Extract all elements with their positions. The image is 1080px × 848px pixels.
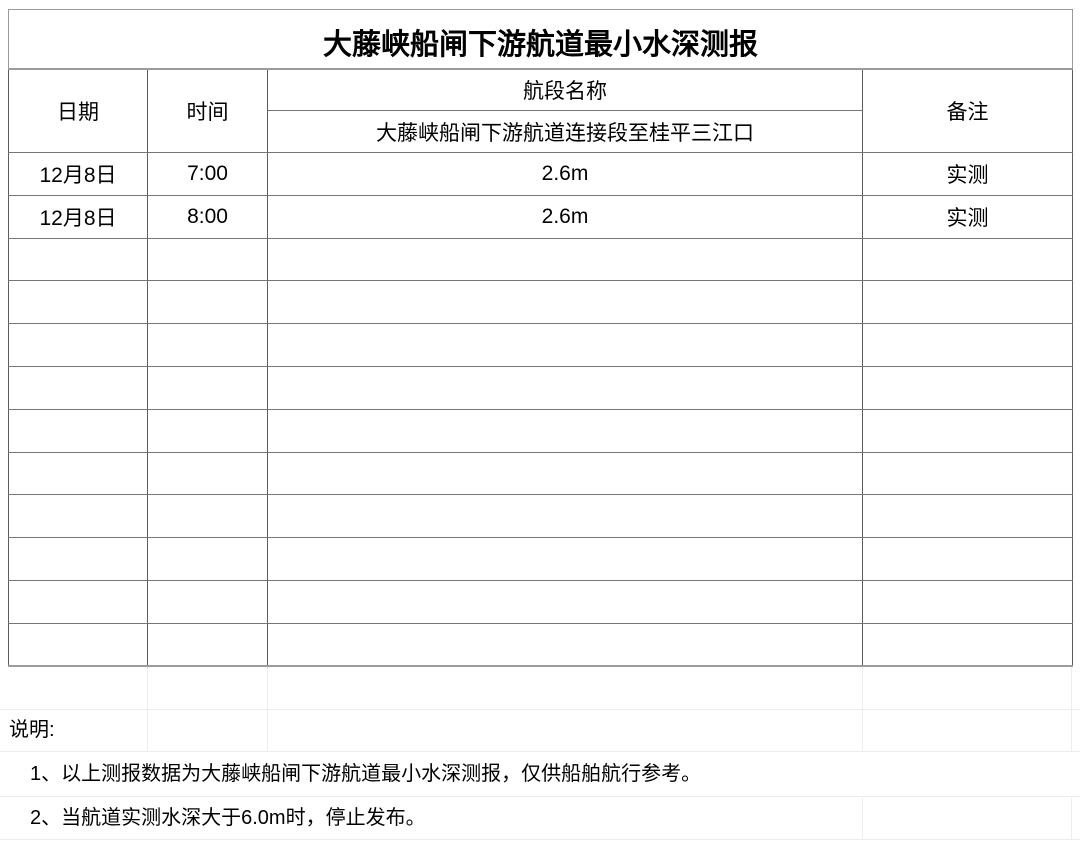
cell-time: 8:00 bbox=[147, 194, 268, 239]
cell-depth bbox=[267, 323, 863, 367]
cell-time bbox=[147, 451, 268, 496]
cell-time bbox=[147, 494, 268, 539]
cell-date bbox=[8, 451, 148, 496]
grid-line bbox=[862, 667, 863, 752]
cell-date bbox=[8, 280, 148, 325]
title-row: 大藤峡船闸下游航道最小水深测报 bbox=[7, 9, 1074, 70]
cell-depth bbox=[267, 622, 863, 668]
cell-depth bbox=[267, 494, 863, 539]
cell-remark bbox=[861, 537, 1074, 581]
cell-depth bbox=[267, 451, 863, 496]
cell-date bbox=[8, 579, 148, 624]
cell-time bbox=[147, 622, 268, 668]
cell-remark bbox=[861, 280, 1074, 325]
grid-line bbox=[267, 667, 268, 752]
page-title: 大藤峡船闸下游航道最小水深测报 bbox=[7, 9, 1074, 70]
header-row-segment-name: 大藤峡船闸下游航道连接段至桂平三江口 bbox=[9, 110, 1073, 153]
grid-line bbox=[147, 667, 148, 752]
cell-date: 12月8日 bbox=[8, 194, 148, 239]
cell-remark bbox=[861, 579, 1074, 624]
cell-depth bbox=[267, 408, 863, 453]
table-row bbox=[8, 622, 1074, 668]
cell-remark bbox=[861, 323, 1074, 367]
empty-grid-row bbox=[0, 667, 1080, 710]
table-row bbox=[8, 323, 1074, 367]
table-row bbox=[8, 451, 1074, 496]
grid-line bbox=[1071, 667, 1072, 752]
cell-date bbox=[8, 323, 148, 367]
segment-name-subheader: 大藤峡船闸下游航道连接段至桂平三江口 bbox=[267, 110, 863, 153]
cell-depth bbox=[267, 537, 863, 581]
cell-time: 7:00 bbox=[147, 152, 268, 196]
grid-line bbox=[1071, 798, 1072, 840]
cell-time bbox=[147, 365, 268, 410]
cell-remark bbox=[861, 494, 1074, 539]
cell-depth bbox=[267, 237, 863, 282]
cell-time bbox=[147, 408, 268, 453]
cell-depth bbox=[267, 365, 863, 410]
cell-remark: 实测 bbox=[861, 194, 1074, 239]
table-row bbox=[8, 494, 1074, 539]
cell-time bbox=[147, 537, 268, 581]
cell-depth bbox=[267, 280, 863, 325]
header-row-top: 日期 时间 航段名称 备注 bbox=[8, 67, 1074, 153]
cell-date bbox=[8, 622, 148, 668]
cell-depth bbox=[267, 579, 863, 624]
table-body: 12月8日 7:00 2.6m 实测 12月8日 8:00 2.6m 实测 bbox=[8, 152, 1074, 668]
column-header-segment-group: 航段名称 bbox=[267, 67, 863, 111]
cell-date bbox=[8, 494, 148, 539]
cell-date: 12月8日 bbox=[8, 152, 148, 196]
cell-remark bbox=[861, 237, 1074, 282]
cell-depth: 2.6m bbox=[267, 194, 863, 239]
table-row: 12月8日 8:00 2.6m 实测 bbox=[8, 194, 1074, 239]
cell-remark bbox=[861, 408, 1074, 453]
cell-remark bbox=[861, 451, 1074, 496]
cell-depth: 2.6m bbox=[267, 152, 863, 196]
note-item: 1、以上测报数据为大藤峡船闸下游航道最小水深测报，仅供船舶航行参考。 bbox=[0, 752, 1080, 797]
table-row: 12月8日 7:00 2.6m 实测 bbox=[8, 152, 1074, 196]
table-row bbox=[8, 408, 1074, 453]
cell-time bbox=[147, 237, 268, 282]
cell-time bbox=[147, 579, 268, 624]
table-row bbox=[8, 280, 1074, 325]
water-depth-report-table: 大藤峡船闸下游航道最小水深测报 日期 时间 航段名称 备注 大藤峡船闸下游航道连… bbox=[7, 9, 1074, 668]
column-header-time: 时间 bbox=[147, 67, 268, 153]
grid-line bbox=[862, 798, 863, 840]
cell-remark: 实测 bbox=[861, 152, 1074, 196]
table-row bbox=[8, 579, 1074, 624]
cell-date bbox=[8, 365, 148, 410]
cell-date bbox=[8, 408, 148, 453]
table-row bbox=[8, 537, 1074, 581]
cell-time bbox=[147, 323, 268, 367]
column-header-remark: 备注 bbox=[861, 67, 1074, 153]
cell-time bbox=[147, 280, 268, 325]
table-row bbox=[8, 365, 1074, 410]
notes-label: 说明: bbox=[0, 710, 1080, 752]
column-header-date: 日期 bbox=[8, 67, 148, 153]
cell-date bbox=[8, 237, 148, 282]
cell-remark bbox=[861, 622, 1074, 668]
notes-section: 说明: 1、以上测报数据为大藤峡船闸下游航道最小水深测报，仅供船舶航行参考。 2… bbox=[0, 667, 1080, 840]
cell-date bbox=[8, 537, 148, 581]
table-row bbox=[8, 237, 1074, 282]
note-item: 2、当航道实测水深大于6.0m时，停止发布。 bbox=[0, 797, 1080, 840]
cell-remark bbox=[861, 365, 1074, 410]
